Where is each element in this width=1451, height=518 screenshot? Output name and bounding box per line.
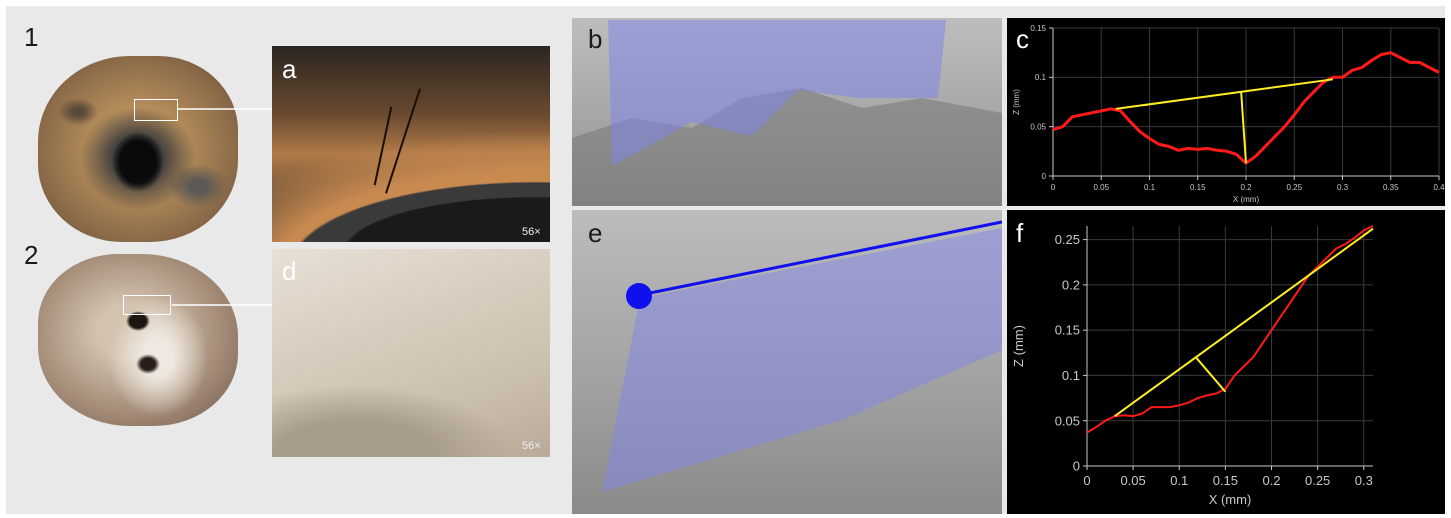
x-tick-label: 0.35 — [1383, 183, 1399, 192]
x-tick-label: 0.2 — [1240, 183, 1252, 192]
x-tick-label: 0 — [1083, 473, 1090, 488]
depth-line — [1240, 92, 1247, 164]
profile-line — [1086, 225, 1374, 434]
chart-f: 0 0.05 0.1 0.15 0.2 0.25 0.3 0 0.05 0.1 0.15 0.2 0.2… — [1007, 210, 1445, 514]
x-tick-label: 0.2 — [1262, 473, 1280, 488]
y-tick-label: 0.1 — [1062, 368, 1080, 383]
x-tick-label: 0.05 — [1093, 183, 1109, 192]
x-tick-label: 0.3 — [1337, 183, 1349, 192]
x-tick-label: 0.4 — [1433, 183, 1445, 192]
panel-label-1: 1 — [24, 22, 39, 52]
magnification-a: 56× — [522, 226, 541, 238]
y-tick-label: 0 — [1042, 172, 1047, 181]
panel-label-e: e — [588, 218, 603, 248]
panel-label-d: d — [282, 256, 297, 286]
x-tick-label: 0.1 — [1144, 183, 1156, 192]
chord-line — [1115, 78, 1333, 110]
measure-point-marker — [626, 283, 652, 309]
x-tick-label: 0.1 — [1170, 473, 1188, 488]
x-tick-label: 0.25 — [1286, 183, 1302, 192]
x-axis-label: X (mm) — [1209, 492, 1252, 507]
panel-label-b: b — [588, 24, 603, 54]
specimen-2-photo — [34, 250, 244, 430]
chord-line — [1114, 227, 1374, 417]
connector-lines — [172, 108, 272, 306]
y-tick-label: 0 — [1073, 459, 1080, 474]
x-tick-label: 0.15 — [1190, 183, 1206, 192]
panel-label-2: 2 — [24, 240, 39, 270]
panel-label-f: f — [1016, 218, 1024, 248]
panel-b-render — [572, 18, 1002, 206]
profile-line — [1052, 51, 1440, 165]
y-tick-label: 0.15 — [1055, 323, 1080, 338]
y-tick-label: 0.05 — [1030, 122, 1046, 131]
y-tick-label: 0.25 — [1055, 232, 1080, 247]
depth-line — [1195, 356, 1227, 393]
y-tick-label: 0.15 — [1030, 24, 1046, 33]
magnification-d: 56× — [522, 440, 541, 452]
chart-c: 0 0.05 0.1 0.15 0.2 0.25 0.3 0.35 0.4 0 0.05 0.1 0.1… — [1007, 18, 1445, 206]
panel-e-render — [572, 210, 1002, 514]
x-tick-label: 0.25 — [1305, 473, 1330, 488]
inset-box-1 — [134, 99, 178, 121]
x-tick-label: 0 — [1051, 183, 1056, 192]
y-axis-label: Z (mm) — [1012, 89, 1021, 115]
figure: 1 2 a 56× d 56× b e — [6, 6, 1445, 514]
y-axis-label: Z (mm) — [1011, 325, 1026, 367]
y-tick-label: 0.05 — [1055, 413, 1080, 428]
x-tick-label: 0.15 — [1213, 473, 1238, 488]
y-tick-label: 0.1 — [1035, 73, 1047, 82]
x-tick-label: 0.3 — [1355, 473, 1373, 488]
inset-box-2 — [123, 295, 171, 315]
panel-d-photo — [272, 249, 550, 457]
y-tick-label: 0.2 — [1062, 277, 1080, 292]
specimen-1-photo — [36, 54, 241, 244]
panel-a-photo — [272, 46, 550, 242]
x-axis-label: X (mm) — [1233, 195, 1260, 204]
x-tick-label: 0.05 — [1120, 473, 1145, 488]
panel-label-a: a — [282, 54, 297, 84]
panel-label-c: c — [1016, 24, 1029, 54]
